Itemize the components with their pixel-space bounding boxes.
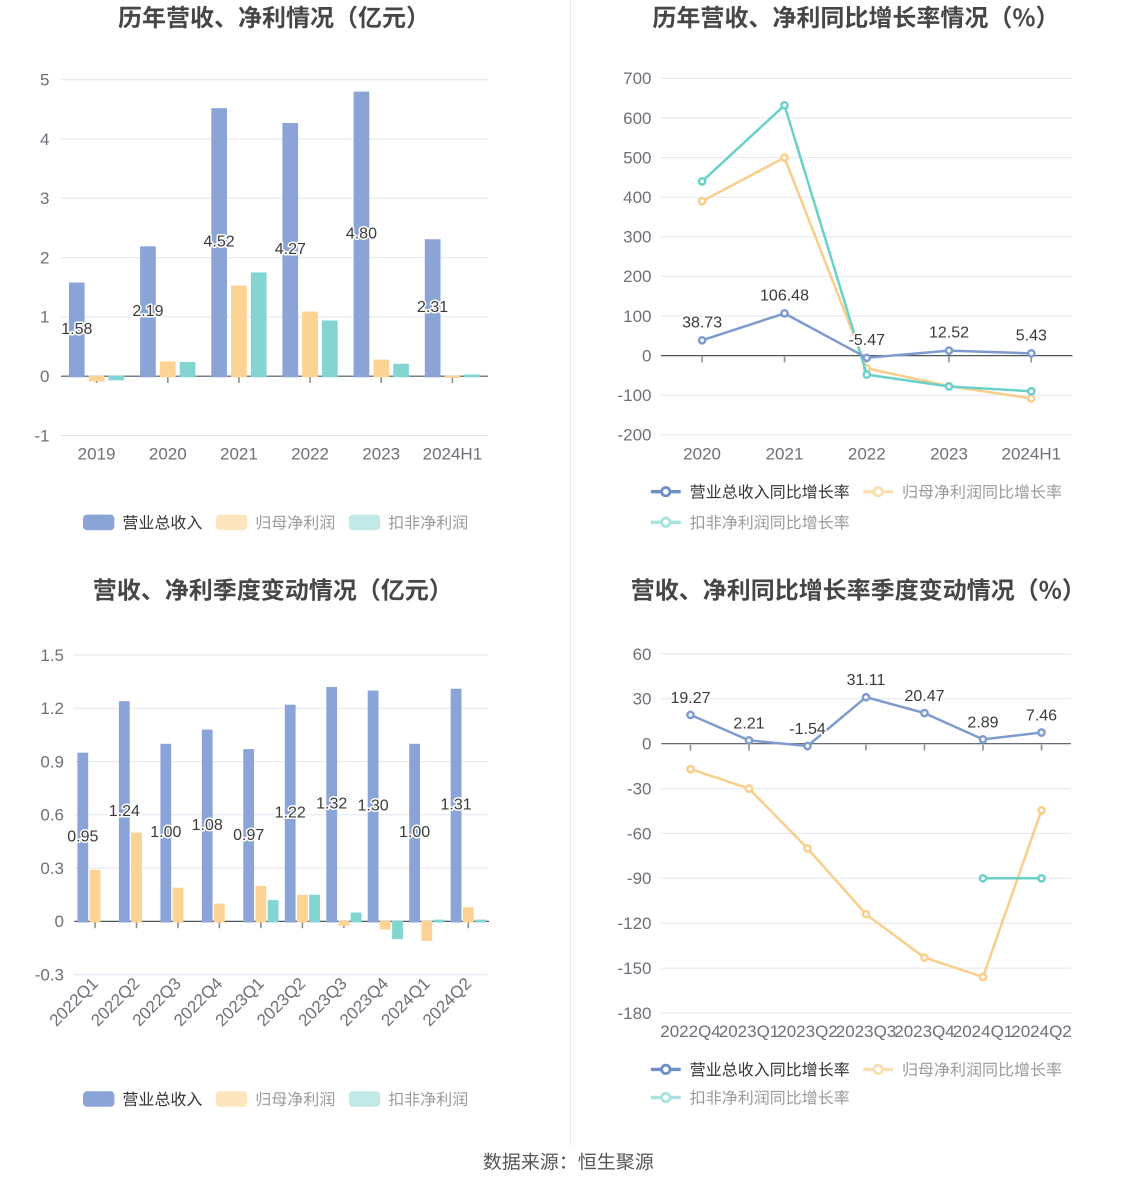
- svg-text:2.21: 2.21: [733, 715, 764, 732]
- svg-text:-1: -1: [34, 426, 49, 445]
- svg-text:4.27: 4.27: [275, 241, 306, 258]
- svg-text:4.80: 4.80: [346, 225, 377, 242]
- svg-text:1.5: 1.5: [40, 646, 64, 665]
- svg-text:200: 200: [623, 267, 651, 286]
- svg-text:2: 2: [40, 248, 49, 267]
- svg-text:2020: 2020: [149, 445, 187, 464]
- svg-text:300: 300: [623, 228, 651, 247]
- svg-text:600: 600: [623, 109, 651, 128]
- svg-text:2021: 2021: [766, 445, 804, 464]
- svg-text:12.52: 12.52: [929, 325, 969, 342]
- svg-text:2.31: 2.31: [417, 299, 448, 316]
- svg-text:1.31: 1.31: [441, 797, 472, 814]
- svg-text:0.6: 0.6: [40, 806, 64, 825]
- svg-text:1.00: 1.00: [399, 824, 430, 841]
- svg-text:-90: -90: [627, 869, 652, 888]
- svg-text:1.2: 1.2: [40, 699, 64, 718]
- svg-text:2022: 2022: [848, 445, 886, 464]
- svg-text:0.9: 0.9: [40, 752, 64, 771]
- svg-text:0.3: 0.3: [40, 859, 64, 878]
- svg-text:2023: 2023: [362, 445, 400, 464]
- svg-text:1.58: 1.58: [61, 321, 92, 338]
- svg-text:500: 500: [623, 148, 651, 167]
- svg-text:0.95: 0.95: [67, 829, 98, 846]
- svg-text:3: 3: [40, 189, 49, 208]
- svg-text:700: 700: [623, 69, 651, 88]
- svg-text:2024H1: 2024H1: [1002, 445, 1062, 464]
- svg-text:2.89: 2.89: [967, 714, 998, 731]
- svg-text:-200: -200: [617, 426, 651, 445]
- svg-text:38.73: 38.73: [682, 314, 722, 331]
- svg-text:1: 1: [40, 308, 49, 327]
- svg-text:1.08: 1.08: [192, 817, 223, 834]
- svg-text:-60: -60: [627, 824, 652, 843]
- svg-text:60: 60: [633, 645, 652, 664]
- svg-text:0: 0: [55, 912, 64, 931]
- svg-text:-0.3: -0.3: [35, 966, 64, 985]
- svg-text:2024H1: 2024H1: [423, 445, 483, 464]
- svg-text:-1.54: -1.54: [789, 721, 826, 738]
- svg-text:2023: 2023: [930, 445, 968, 464]
- svg-text:7.46: 7.46: [1026, 708, 1057, 725]
- svg-text:0: 0: [642, 735, 651, 754]
- svg-text:2019: 2019: [78, 445, 116, 464]
- svg-text:1.30: 1.30: [358, 798, 389, 815]
- svg-text:2023Q1: 2023Q1: [719, 1022, 780, 1041]
- svg-text:400: 400: [623, 188, 651, 207]
- svg-text:0: 0: [642, 346, 651, 365]
- svg-text:-5.47: -5.47: [849, 332, 886, 349]
- svg-text:2023Q4: 2023Q4: [894, 1022, 955, 1041]
- svg-text:-150: -150: [617, 959, 651, 978]
- svg-text:2024Q1: 2024Q1: [953, 1022, 1014, 1041]
- svg-text:2022Q4: 2022Q4: [660, 1022, 721, 1041]
- svg-text:1.24: 1.24: [109, 803, 140, 820]
- svg-text:2023Q2: 2023Q2: [777, 1022, 838, 1041]
- svg-text:4.52: 4.52: [204, 234, 235, 251]
- svg-text:2020: 2020: [683, 445, 721, 464]
- svg-text:-180: -180: [617, 1004, 651, 1023]
- svg-text:100: 100: [623, 307, 651, 326]
- svg-text:4: 4: [40, 130, 49, 149]
- svg-text:30: 30: [633, 690, 652, 709]
- svg-text:2.19: 2.19: [132, 303, 163, 320]
- svg-text:0.97: 0.97: [233, 827, 264, 844]
- svg-text:2021: 2021: [220, 445, 258, 464]
- svg-text:19.27: 19.27: [670, 690, 710, 707]
- svg-text:1.32: 1.32: [316, 796, 347, 813]
- svg-text:2024Q2: 2024Q2: [1011, 1022, 1072, 1041]
- svg-text:20.47: 20.47: [904, 688, 944, 705]
- svg-text:31.11: 31.11: [847, 672, 886, 689]
- svg-text:1.00: 1.00: [150, 824, 181, 841]
- svg-text:-120: -120: [617, 914, 651, 933]
- svg-text:0: 0: [40, 367, 49, 386]
- svg-text:2022: 2022: [291, 445, 329, 464]
- svg-text:2023Q3: 2023Q3: [836, 1022, 897, 1041]
- svg-text:-100: -100: [617, 386, 651, 405]
- svg-text:106.48: 106.48: [760, 287, 809, 304]
- svg-text:-30: -30: [627, 779, 652, 798]
- svg-text:1.22: 1.22: [275, 805, 306, 822]
- svg-text:5.43: 5.43: [1016, 328, 1047, 345]
- svg-text:5: 5: [40, 71, 49, 90]
